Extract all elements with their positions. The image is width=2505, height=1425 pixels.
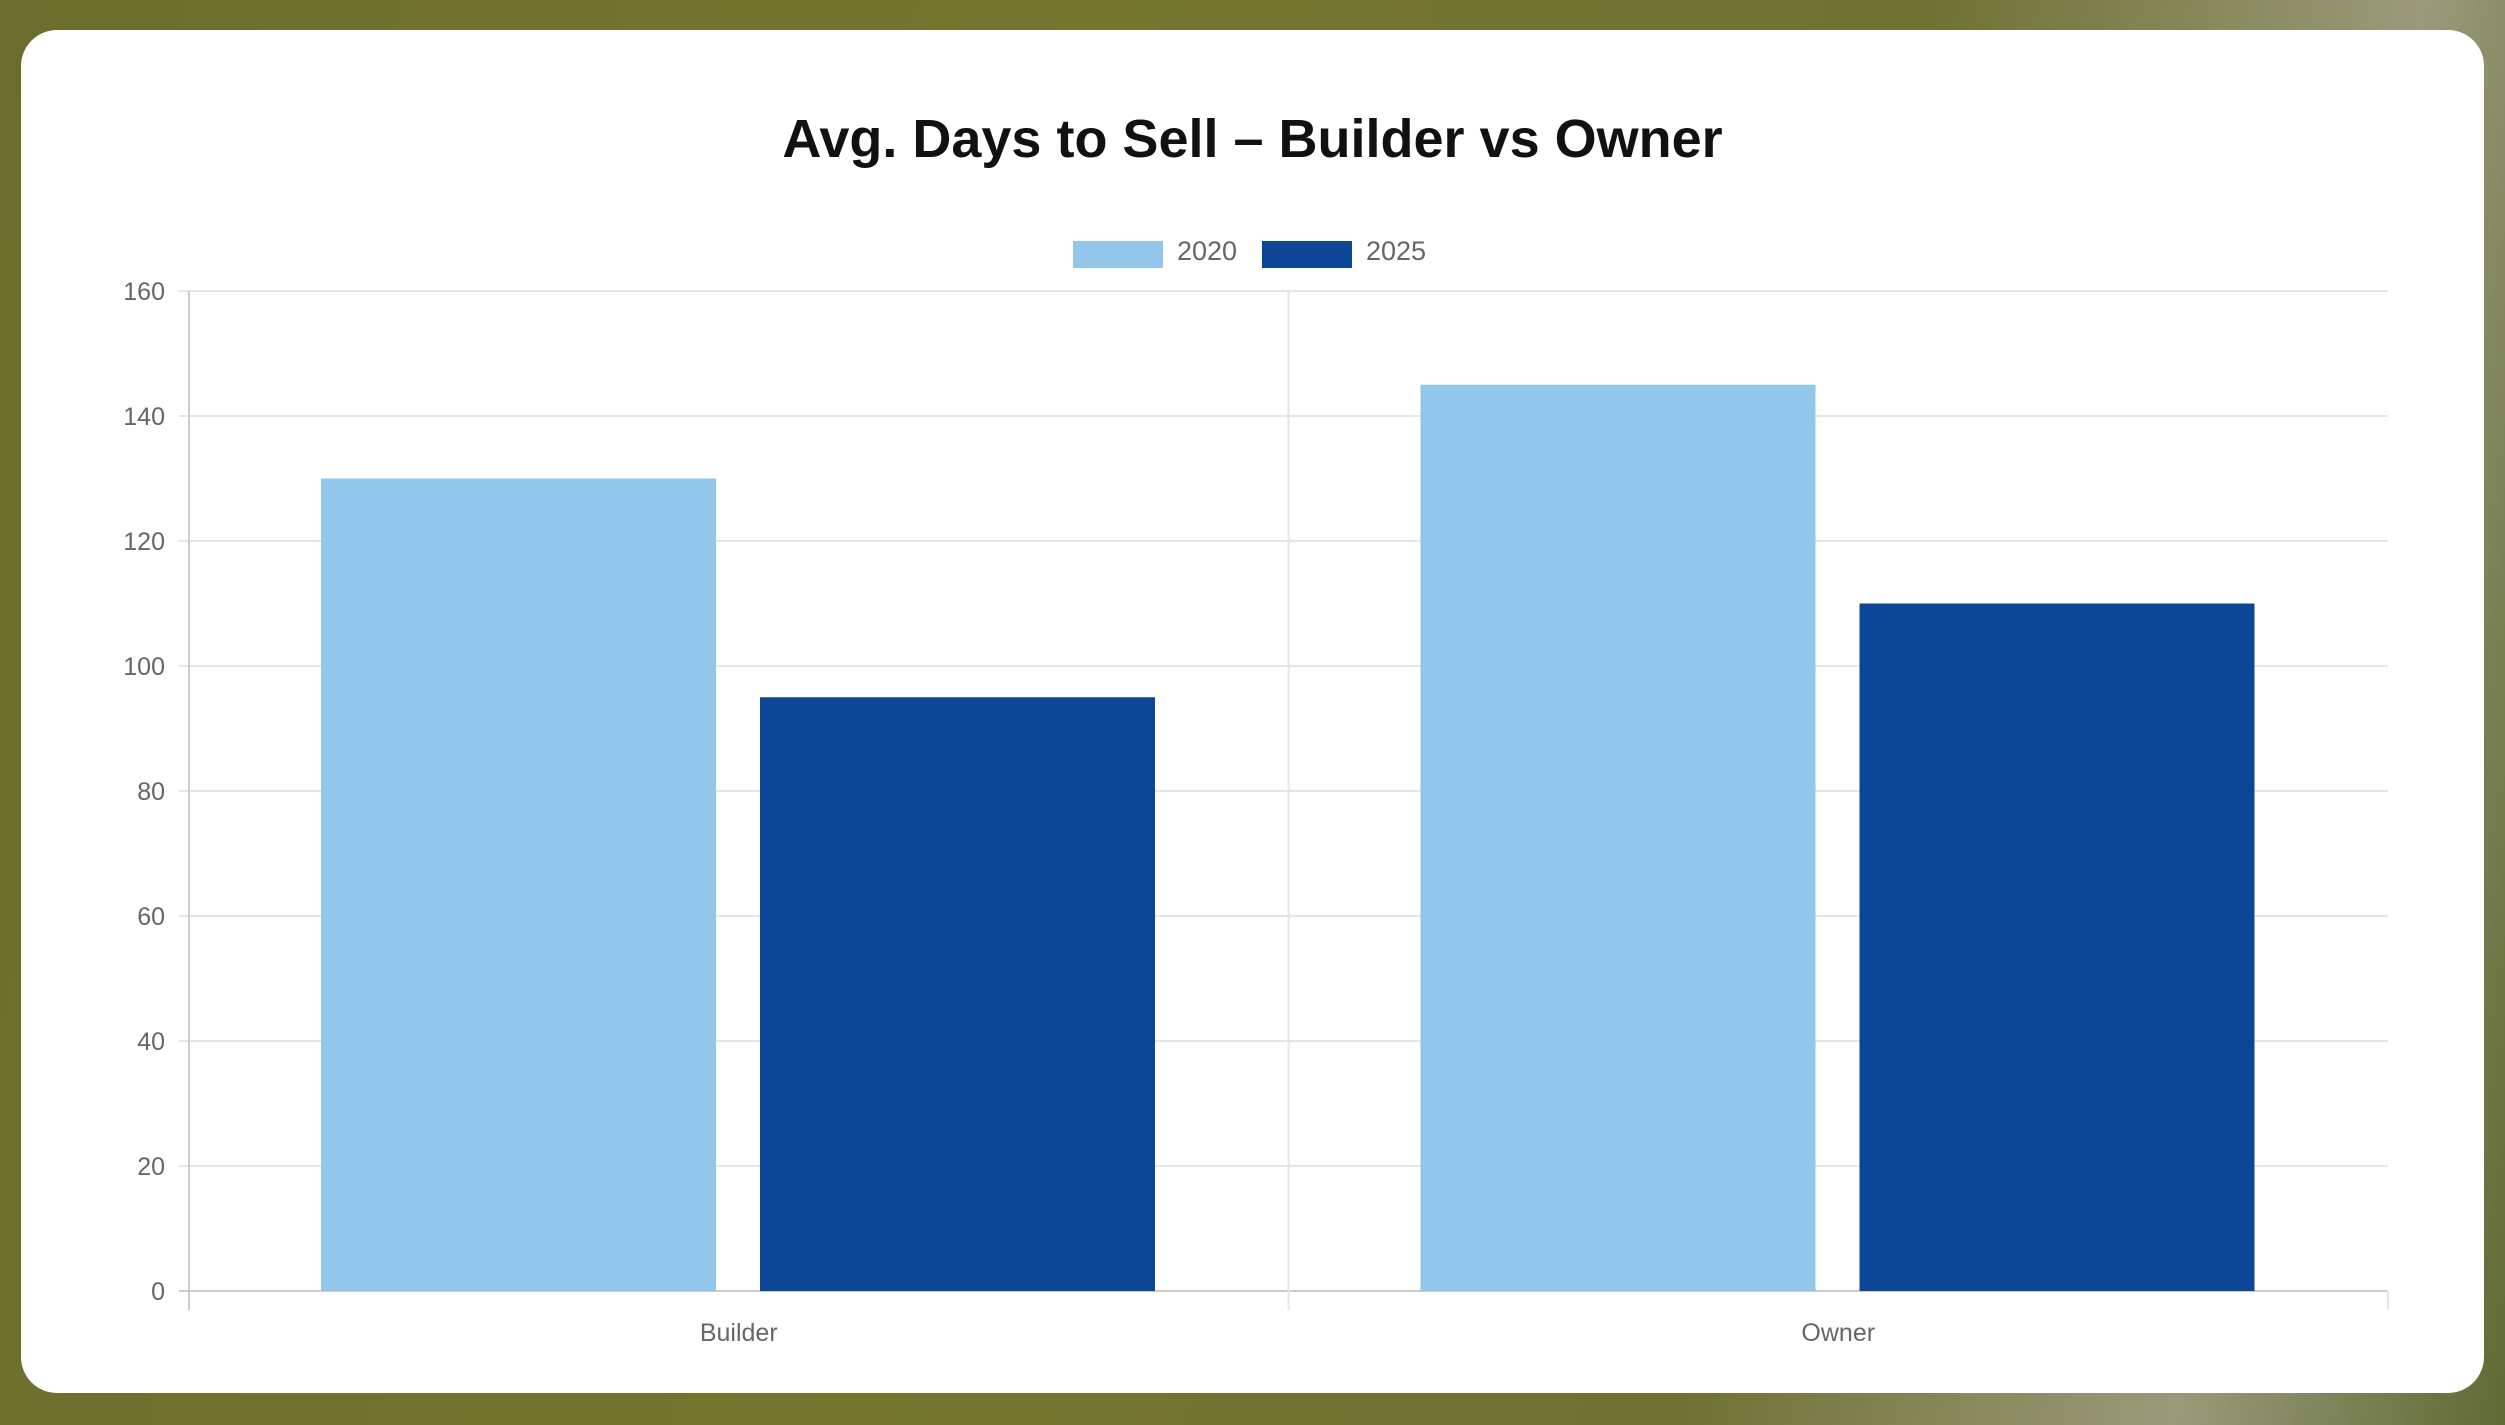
x-tick-label: Builder bbox=[700, 1319, 778, 1347]
y-tick-label: 40 bbox=[137, 1028, 165, 1056]
chart-title: Avg. Days to Sell – Builder vs Owner bbox=[782, 109, 1723, 169]
bar-builder-2020[interactable] bbox=[321, 478, 716, 1292]
legend-swatch-2020[interactable] bbox=[1073, 241, 1163, 268]
y-tick-label: 0 bbox=[151, 1278, 165, 1306]
legend-swatch-2025[interactable] bbox=[1262, 241, 1352, 268]
legend-label-2025[interactable]: 2025 bbox=[1366, 236, 1427, 266]
bar-owner-2020[interactable] bbox=[1420, 384, 1816, 1291]
y-tick-label: 80 bbox=[137, 778, 165, 806]
y-tick-label: 120 bbox=[123, 528, 165, 556]
y-tick-label: 140 bbox=[123, 403, 165, 431]
x-tick-label: Owner bbox=[1801, 1319, 1875, 1347]
y-tick-label: 20 bbox=[137, 1153, 165, 1181]
bar-owner-2025[interactable] bbox=[1859, 603, 2255, 1292]
y-tick-label: 160 bbox=[123, 278, 165, 306]
bar-builder-2025[interactable] bbox=[760, 697, 1155, 1291]
legend-label-2020[interactable]: 2020 bbox=[1177, 236, 1238, 266]
y-tick-label: 60 bbox=[137, 903, 165, 931]
y-tick-label: 100 bbox=[123, 653, 165, 681]
